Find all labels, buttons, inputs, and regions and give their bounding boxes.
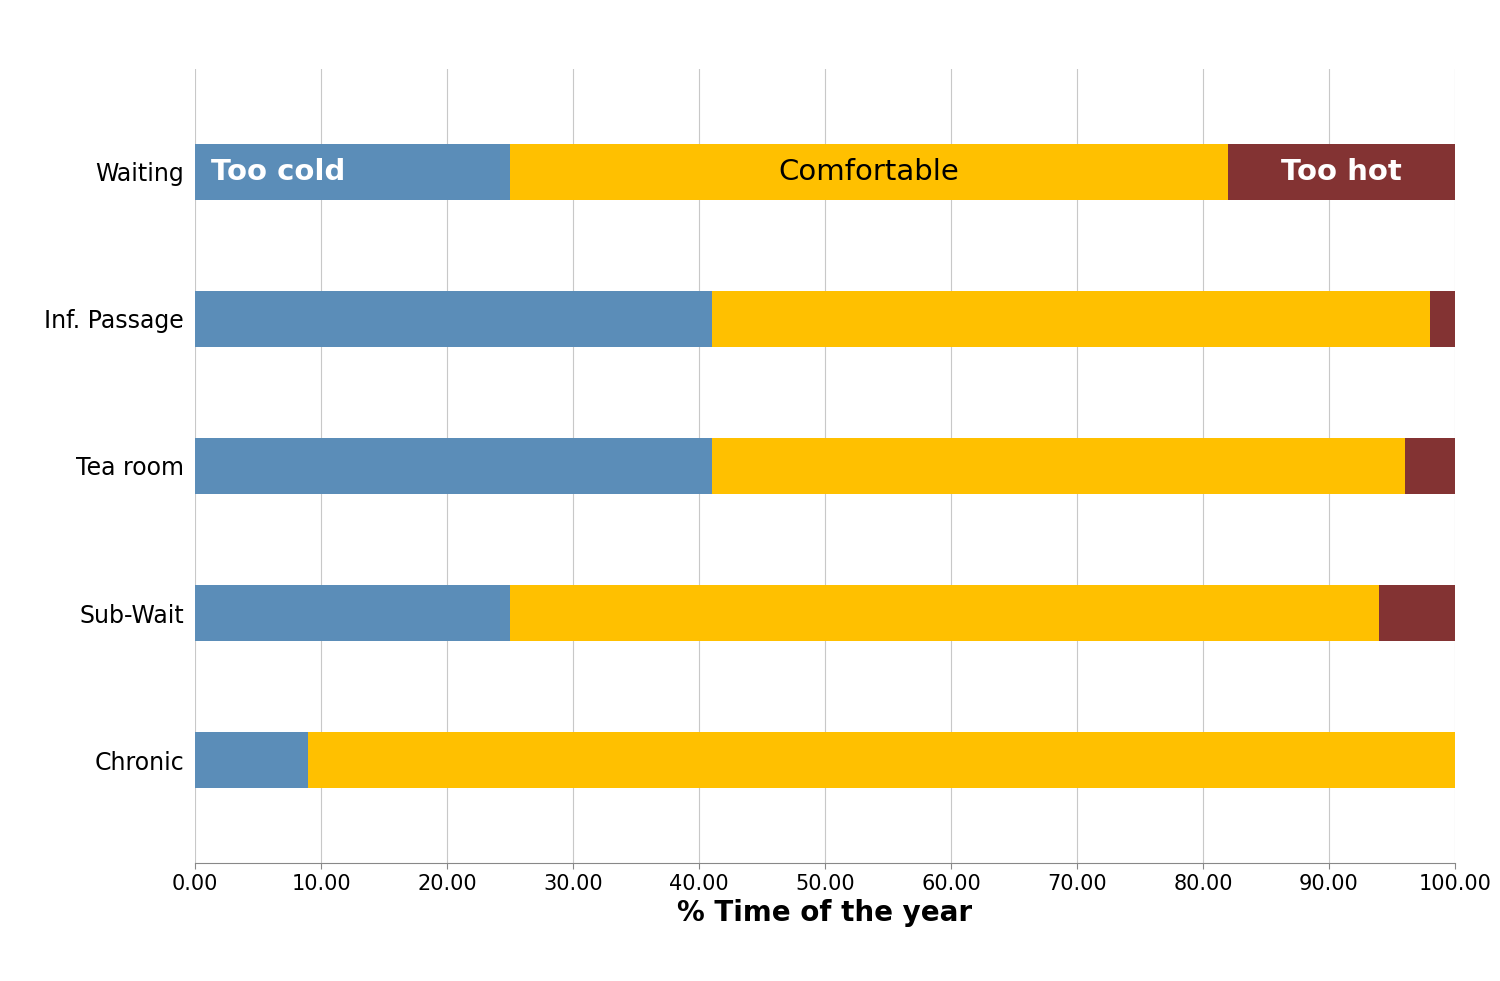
Text: Too cold: Too cold — [210, 158, 345, 185]
Text: Comfortable: Comfortable — [778, 158, 960, 185]
Bar — [1380, 585, 1455, 642]
Bar — [711, 438, 1404, 493]
Bar — [195, 290, 711, 346]
Bar — [1228, 143, 1455, 199]
Bar — [195, 438, 711, 493]
Bar — [195, 732, 309, 789]
Bar — [195, 143, 510, 199]
Bar — [510, 143, 1228, 199]
Bar — [510, 585, 1380, 642]
Bar — [1404, 438, 1455, 493]
Bar — [195, 585, 510, 642]
Bar — [309, 732, 1455, 789]
Bar — [1430, 290, 1455, 346]
Bar — [711, 290, 1430, 346]
X-axis label: % Time of the year: % Time of the year — [678, 900, 972, 927]
Text: Too hot: Too hot — [1281, 158, 1402, 185]
